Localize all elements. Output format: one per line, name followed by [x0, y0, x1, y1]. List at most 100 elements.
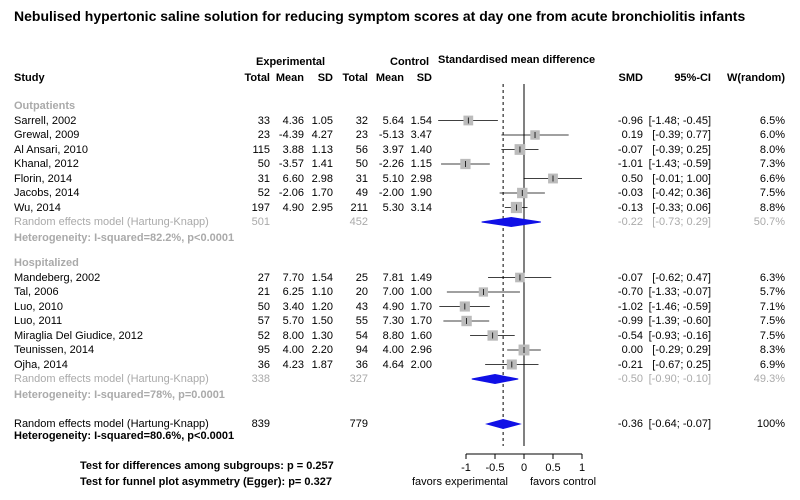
ci-header: 95%-CI: [674, 72, 711, 84]
weight-cell: 7.5%: [759, 329, 785, 342]
heterogeneity-text: Heterogeneity: I-squared=82.2%, p<0.0001: [14, 232, 235, 244]
sd-e-cell: 2.95: [311, 201, 333, 214]
favors-control-label: favors control: [530, 476, 597, 488]
ci-cell: [-1.48; -0.45]: [648, 114, 711, 127]
smd-cell: -0.99: [617, 315, 643, 327]
total-c-cell: 25: [355, 271, 368, 284]
total-e-cell: 197: [251, 201, 270, 214]
weight-cell: 6.3%: [759, 271, 785, 284]
sd-c-cell: 2.96: [410, 344, 432, 356]
x-tick-label: 0.5: [545, 462, 560, 474]
overall-total-e: 839: [251, 418, 270, 430]
mean-c-cell: 7.81: [382, 271, 404, 284]
sd-c-cell: 1.54: [410, 114, 432, 127]
smd-cell: -0.70: [617, 286, 643, 298]
mean-e-cell: 3.40: [282, 300, 304, 313]
ci-cell: [-0.93; -0.16]: [648, 329, 711, 342]
study-name: Tal, 2006: [14, 286, 59, 298]
pooled-weight: 50.7%: [753, 216, 785, 228]
smd-cell: -1.01: [617, 158, 643, 170]
overall-diamond: [485, 418, 522, 430]
smd-cell: 0.50: [621, 172, 643, 185]
mean-e-cell: 4.36: [282, 114, 304, 127]
ci-cell: [-0.39; 0.25]: [652, 143, 711, 156]
ci-cell: [-1.39; -0.60]: [648, 315, 711, 327]
weight-cell: 7.5%: [759, 315, 785, 327]
sd-c-cell: 2.00: [410, 358, 432, 371]
weight-header: W(random): [726, 72, 785, 84]
ci-cell: [-0.67; 0.25]: [652, 358, 711, 371]
total-e-cell: 36: [257, 358, 270, 371]
experimental-header: Experimental: [256, 56, 326, 68]
sd-c-cell: 1.15: [410, 158, 432, 170]
mean-e-cell: 4.00: [282, 344, 304, 356]
total-c-cell: 55: [355, 315, 368, 327]
x-tick-label: -1: [461, 462, 471, 474]
overall-total-c: 779: [349, 418, 368, 430]
sd-c-cell: 1.40: [410, 143, 432, 156]
study-name: Grewal, 2009: [14, 129, 80, 141]
mean-c-cell: -5.13: [378, 129, 404, 141]
sd-e-cell: 1.10: [311, 286, 333, 298]
subgroup-test-text: Test for differences among subgroups: p …: [80, 460, 334, 472]
sd-e-cell: 1.30: [311, 329, 333, 342]
study-name: Khanal, 2012: [14, 158, 79, 170]
mean-c-cell: 8.80: [382, 329, 404, 342]
overall-heterogeneity-text: Heterogeneity: I-squared=80.6%, p<0.0001: [14, 430, 235, 442]
smd-cell: -0.54: [617, 329, 643, 342]
smd-cell: -0.96: [617, 114, 643, 127]
mean-e-cell: 3.88: [282, 143, 304, 156]
pooled-smd: -0.50: [617, 373, 643, 385]
chart-title: Nebulised hypertonic saline solution for…: [14, 8, 746, 24]
pooled-ci: [-0.73; 0.29]: [652, 216, 711, 228]
total-c-cell: 56: [355, 143, 368, 156]
ci-cell: [-0.39; 0.77]: [652, 129, 711, 141]
total-c-cell: 54: [355, 329, 368, 342]
weight-cell: 6.5%: [759, 114, 785, 127]
smd-cell: -0.13: [617, 201, 643, 214]
x-tick-label: 1: [579, 462, 585, 474]
mean-e-cell: 7.70: [282, 271, 304, 284]
mean-e-cell: 4.90: [282, 201, 304, 214]
study-name: Luo, 2010: [14, 300, 63, 313]
pooled-smd: -0.22: [617, 216, 643, 228]
mean-e-header: Mean: [275, 72, 304, 84]
mean-c-cell: 7.00: [382, 286, 404, 298]
mean-e-cell: 6.25: [282, 286, 304, 298]
total-e-cell: 33: [257, 114, 270, 127]
x-tick-label: 0: [521, 462, 527, 474]
pooled-total-e: 501: [251, 216, 270, 228]
mean-c-cell: 5.30: [382, 201, 404, 214]
weight-cell: 7.1%: [759, 300, 785, 313]
sd-e-cell: 2.20: [311, 344, 333, 356]
study-name: Sarrell, 2002: [14, 114, 77, 127]
overall-ci: [-0.64; -0.07]: [648, 418, 711, 430]
total-e-cell: 95: [257, 344, 270, 356]
total-c-header: Total: [342, 72, 368, 84]
smd-cell: -1.02: [617, 300, 643, 313]
mean-c-cell: -2.26: [378, 158, 404, 170]
sd-e-cell: 2.98: [311, 172, 333, 185]
smd-cell: -0.21: [617, 358, 643, 371]
sd-c-cell: 1.00: [410, 286, 432, 298]
total-e-cell: 52: [257, 187, 270, 199]
study-name: Teunissen, 2014: [14, 344, 95, 356]
total-c-cell: 49: [355, 187, 368, 199]
weight-cell: 6.9%: [759, 358, 785, 371]
sd-c-cell: 1.49: [410, 271, 432, 284]
mean-e-cell: -3.57: [278, 158, 304, 170]
total-e-cell: 50: [257, 158, 270, 170]
ci-cell: [-0.42; 0.36]: [652, 187, 711, 199]
total-c-cell: 43: [355, 300, 368, 313]
weight-cell: 8.0%: [759, 143, 785, 156]
pooled-diamond: [471, 373, 519, 385]
egger-test-text: Test for funnel plot asymmetry (Egger): …: [80, 476, 332, 488]
total-e-cell: 23: [257, 129, 270, 141]
total-e-cell: 31: [257, 172, 270, 185]
sd-e-cell: 1.54: [311, 271, 333, 284]
pooled-total-e: 338: [251, 373, 270, 385]
weight-cell: 8.8%: [759, 201, 785, 214]
mean-c-cell: 4.90: [382, 300, 404, 313]
control-header: Control: [390, 56, 430, 68]
ci-cell: [-0.33; 0.06]: [652, 201, 711, 214]
